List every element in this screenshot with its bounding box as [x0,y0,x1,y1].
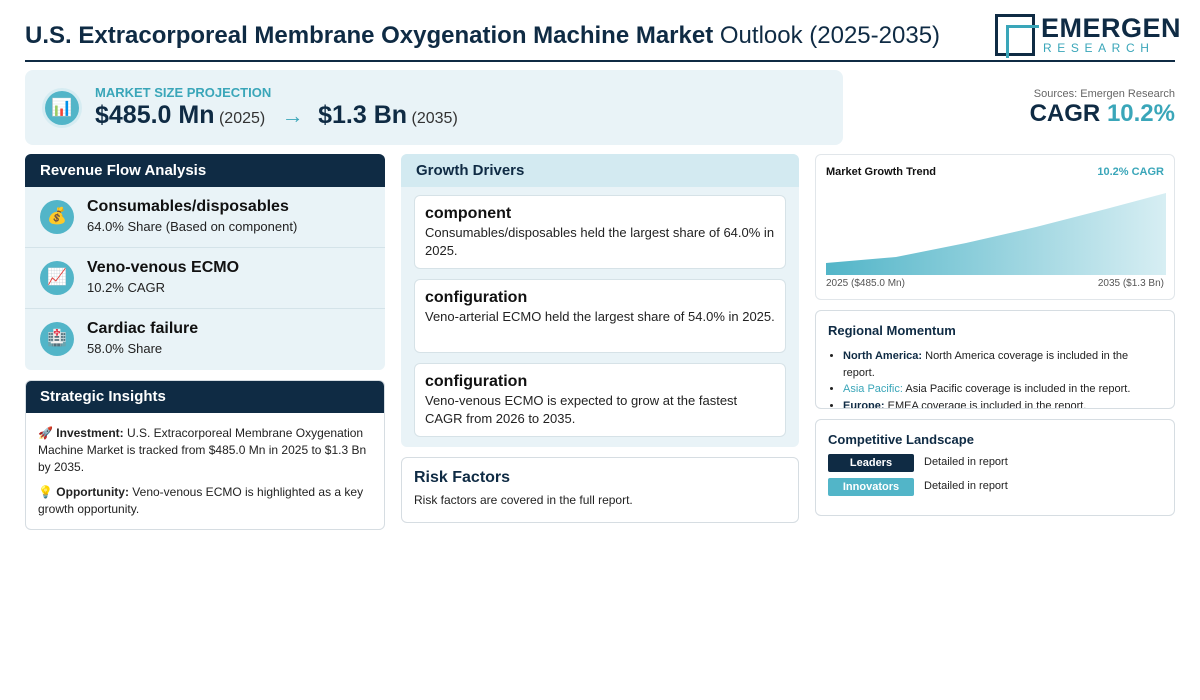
driver-title: configuration [425,289,528,306]
opportunity-insight: 💡 Opportunity: Veno-venous ECMO is highl… [38,485,364,516]
logo-subtitle: RESEARCH [1043,41,1155,55]
rocket-icon: 🚀 [38,426,53,440]
innovators-tag: Innovators [828,478,914,496]
trend-start-label: 2025 ($485.0 Mn) [826,278,905,289]
trend-end-label: 2035 ($1.3 Bn) [1097,278,1164,289]
trend-title: Market Growth Trend [826,166,937,178]
revenue-item-title: Veno-venous ECMO [87,259,240,276]
market-size-projection: 📊 MARKET SIZE PROJECTION $485.0 Mn (2025… [25,70,843,145]
start-value: $485.0 Mn [95,101,215,129]
revenue-item-title: Cardiac failure [87,320,199,337]
logo-name: EMERGEN [1041,13,1182,43]
trend-cagr: 10.2% CAGR [1097,166,1164,178]
driver-text: Veno-venous ECMO is expected to grow at … [425,393,738,426]
lightbulb-icon: 💡 [38,485,53,499]
hospital-icon: 🏥 [40,322,74,356]
revenue-item: 📈 Veno-venous ECMO 10.2% CAGR [25,248,385,309]
growth-drivers-card: Growth Drivers component Consumables/dis… [401,154,799,447]
sources-note: Sources: Emergen Research [1033,88,1175,100]
driver-text: Veno-arterial ECMO held the largest shar… [425,309,775,324]
driver-text: Consumables/disposables held the largest… [425,225,775,258]
projection-label: MARKET SIZE PROJECTION [95,85,272,100]
risk-factors-text: Risk factors are covered in the full rep… [414,493,633,507]
regional-momentum-card: Regional Momentum North America: North A… [815,310,1175,409]
growth-drivers-title: Growth Drivers [401,154,799,187]
projection-values: $485.0 Mn (2025) → $1.3 Bn (2035) [95,101,458,130]
investment-insight: 🚀 Investment: U.S. Extracorporeal Membra… [38,426,367,474]
leaders-tag: Leaders [828,454,914,472]
driver-item: configuration Veno-venous ECMO is expect… [414,363,786,437]
start-year: (2025) [218,110,266,127]
strategic-insights-title: Strategic Insights [26,381,384,413]
end-value: $1.3 Bn [318,101,408,129]
competitive-row-text: Detailed in report [924,456,1008,468]
revenue-item-sub: 58.0% Share [87,341,163,356]
revenue-flow-card: Revenue Flow Analysis 💰 Consumables/disp… [25,154,385,370]
header: U.S. Extracorporeal Membrane Oxygenation… [25,12,1181,62]
regional-momentum-title: Regional Momentum [828,323,956,338]
region-item: Europe: EMEA coverage is included in the… [843,398,1162,409]
trend-up-icon: 📈 [40,261,74,295]
driver-item: configuration Veno-arterial ECMO held th… [414,279,786,353]
logo-mark-icon [995,14,1039,58]
driver-title: component [425,205,512,222]
driver-title: configuration [425,373,528,390]
cagr-value: 10.2% [1106,100,1175,127]
emergen-logo[interactable]: EMERGEN RESEARCH [995,13,1181,58]
revenue-item: 💰 Consumables/disposables 64.0% Share (B… [25,187,385,248]
competitive-row: Leaders Detailed in report [828,454,1162,478]
revenue-item-sub: 10.2% CAGR [87,280,166,295]
region-item: Asia Pacific: Asia Pacific coverage is i… [843,381,1162,398]
arrow-right-icon: → [281,103,304,128]
risk-factors-title: Risk Factors [414,469,511,486]
revenue-flow-title: Revenue Flow Analysis [25,154,385,187]
page-title: U.S. Extracorporeal Membrane Oxygenation… [25,22,941,49]
competitive-landscape-card: Competitive Landscape Leaders Detailed i… [815,419,1175,516]
driver-item: component Consumables/disposables held t… [414,195,786,269]
competitive-row: Innovators Detailed in report [828,478,1162,502]
competitive-row-text: Detailed in report [924,480,1008,492]
competitive-landscape-title: Competitive Landscape [828,432,974,447]
market-growth-trend-card: Market Growth Trend 10.2% CAGR 2025 ($48… [815,154,1175,300]
revenue-item-sub: 64.0% Share (Based on component) [87,219,298,234]
risk-factors-card: Risk Factors Risk factors are covered in… [401,457,799,523]
region-item: North America: North America coverage is… [843,348,1162,381]
growth-area [826,193,1166,275]
money-bag-icon: 💰 [40,200,74,234]
cagr-summary: Sources: Emergen Research CAGR 10.2% [1030,88,1175,128]
strategic-insights-card: Strategic Insights 🚀 Investment: U.S. Ex… [25,380,385,530]
growth-area-chart [826,193,1166,275]
revenue-item-title: Consumables/disposables [87,198,289,215]
chart-icon: 📊 [45,91,79,125]
cagr-headline: CAGR 10.2% [1029,100,1175,127]
end-year: (2035) [411,110,458,127]
revenue-item: 🏥 Cardiac failure 58.0% Share [25,309,385,370]
